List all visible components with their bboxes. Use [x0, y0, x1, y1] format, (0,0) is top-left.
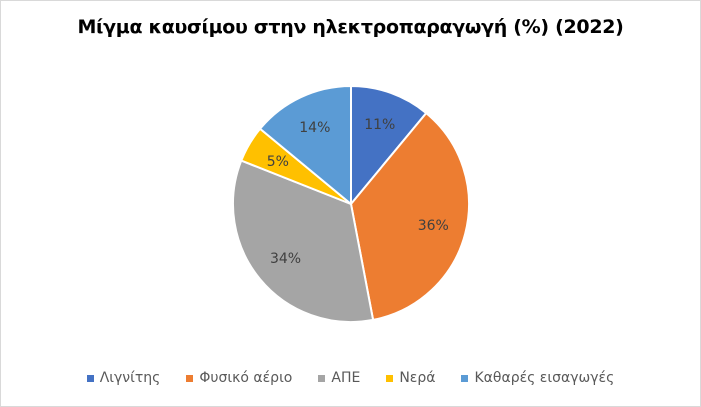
legend-swatch: [386, 374, 394, 382]
data-label: 11%: [364, 117, 395, 133]
legend-item-natural-gas: Φυσικό αέριο: [186, 370, 292, 386]
legend-item-net-imports: Καθαρές εισαγωγές: [461, 370, 614, 386]
legend-item-hydro: Νερά: [386, 370, 435, 386]
legend-swatch: [461, 374, 469, 382]
legend-swatch: [318, 374, 326, 382]
pie-slice: [258, 84, 352, 207]
data-label: 5%: [267, 154, 289, 170]
pie-slice: [232, 159, 375, 323]
data-label: 34%: [270, 251, 301, 267]
legend-swatch: [186, 374, 194, 382]
pie-slice: [350, 84, 428, 207]
data-label: 36%: [418, 218, 449, 234]
legend-item-lignite: Λιγνίτης: [86, 370, 160, 386]
data-label: 14%: [299, 120, 330, 136]
chart-title: Μίγμα καυσίμου στην ηλεκτροπαραγωγή (%) …: [77, 16, 624, 38]
legend-swatch: [86, 374, 94, 382]
pie-slice: [349, 111, 470, 322]
legend-item-renewables: ΑΠΕ: [318, 370, 360, 386]
legend: Λιγνίτης Φυσικό αέριο ΑΠΕ Νερά Καθαρές ε…: [0, 370, 701, 386]
